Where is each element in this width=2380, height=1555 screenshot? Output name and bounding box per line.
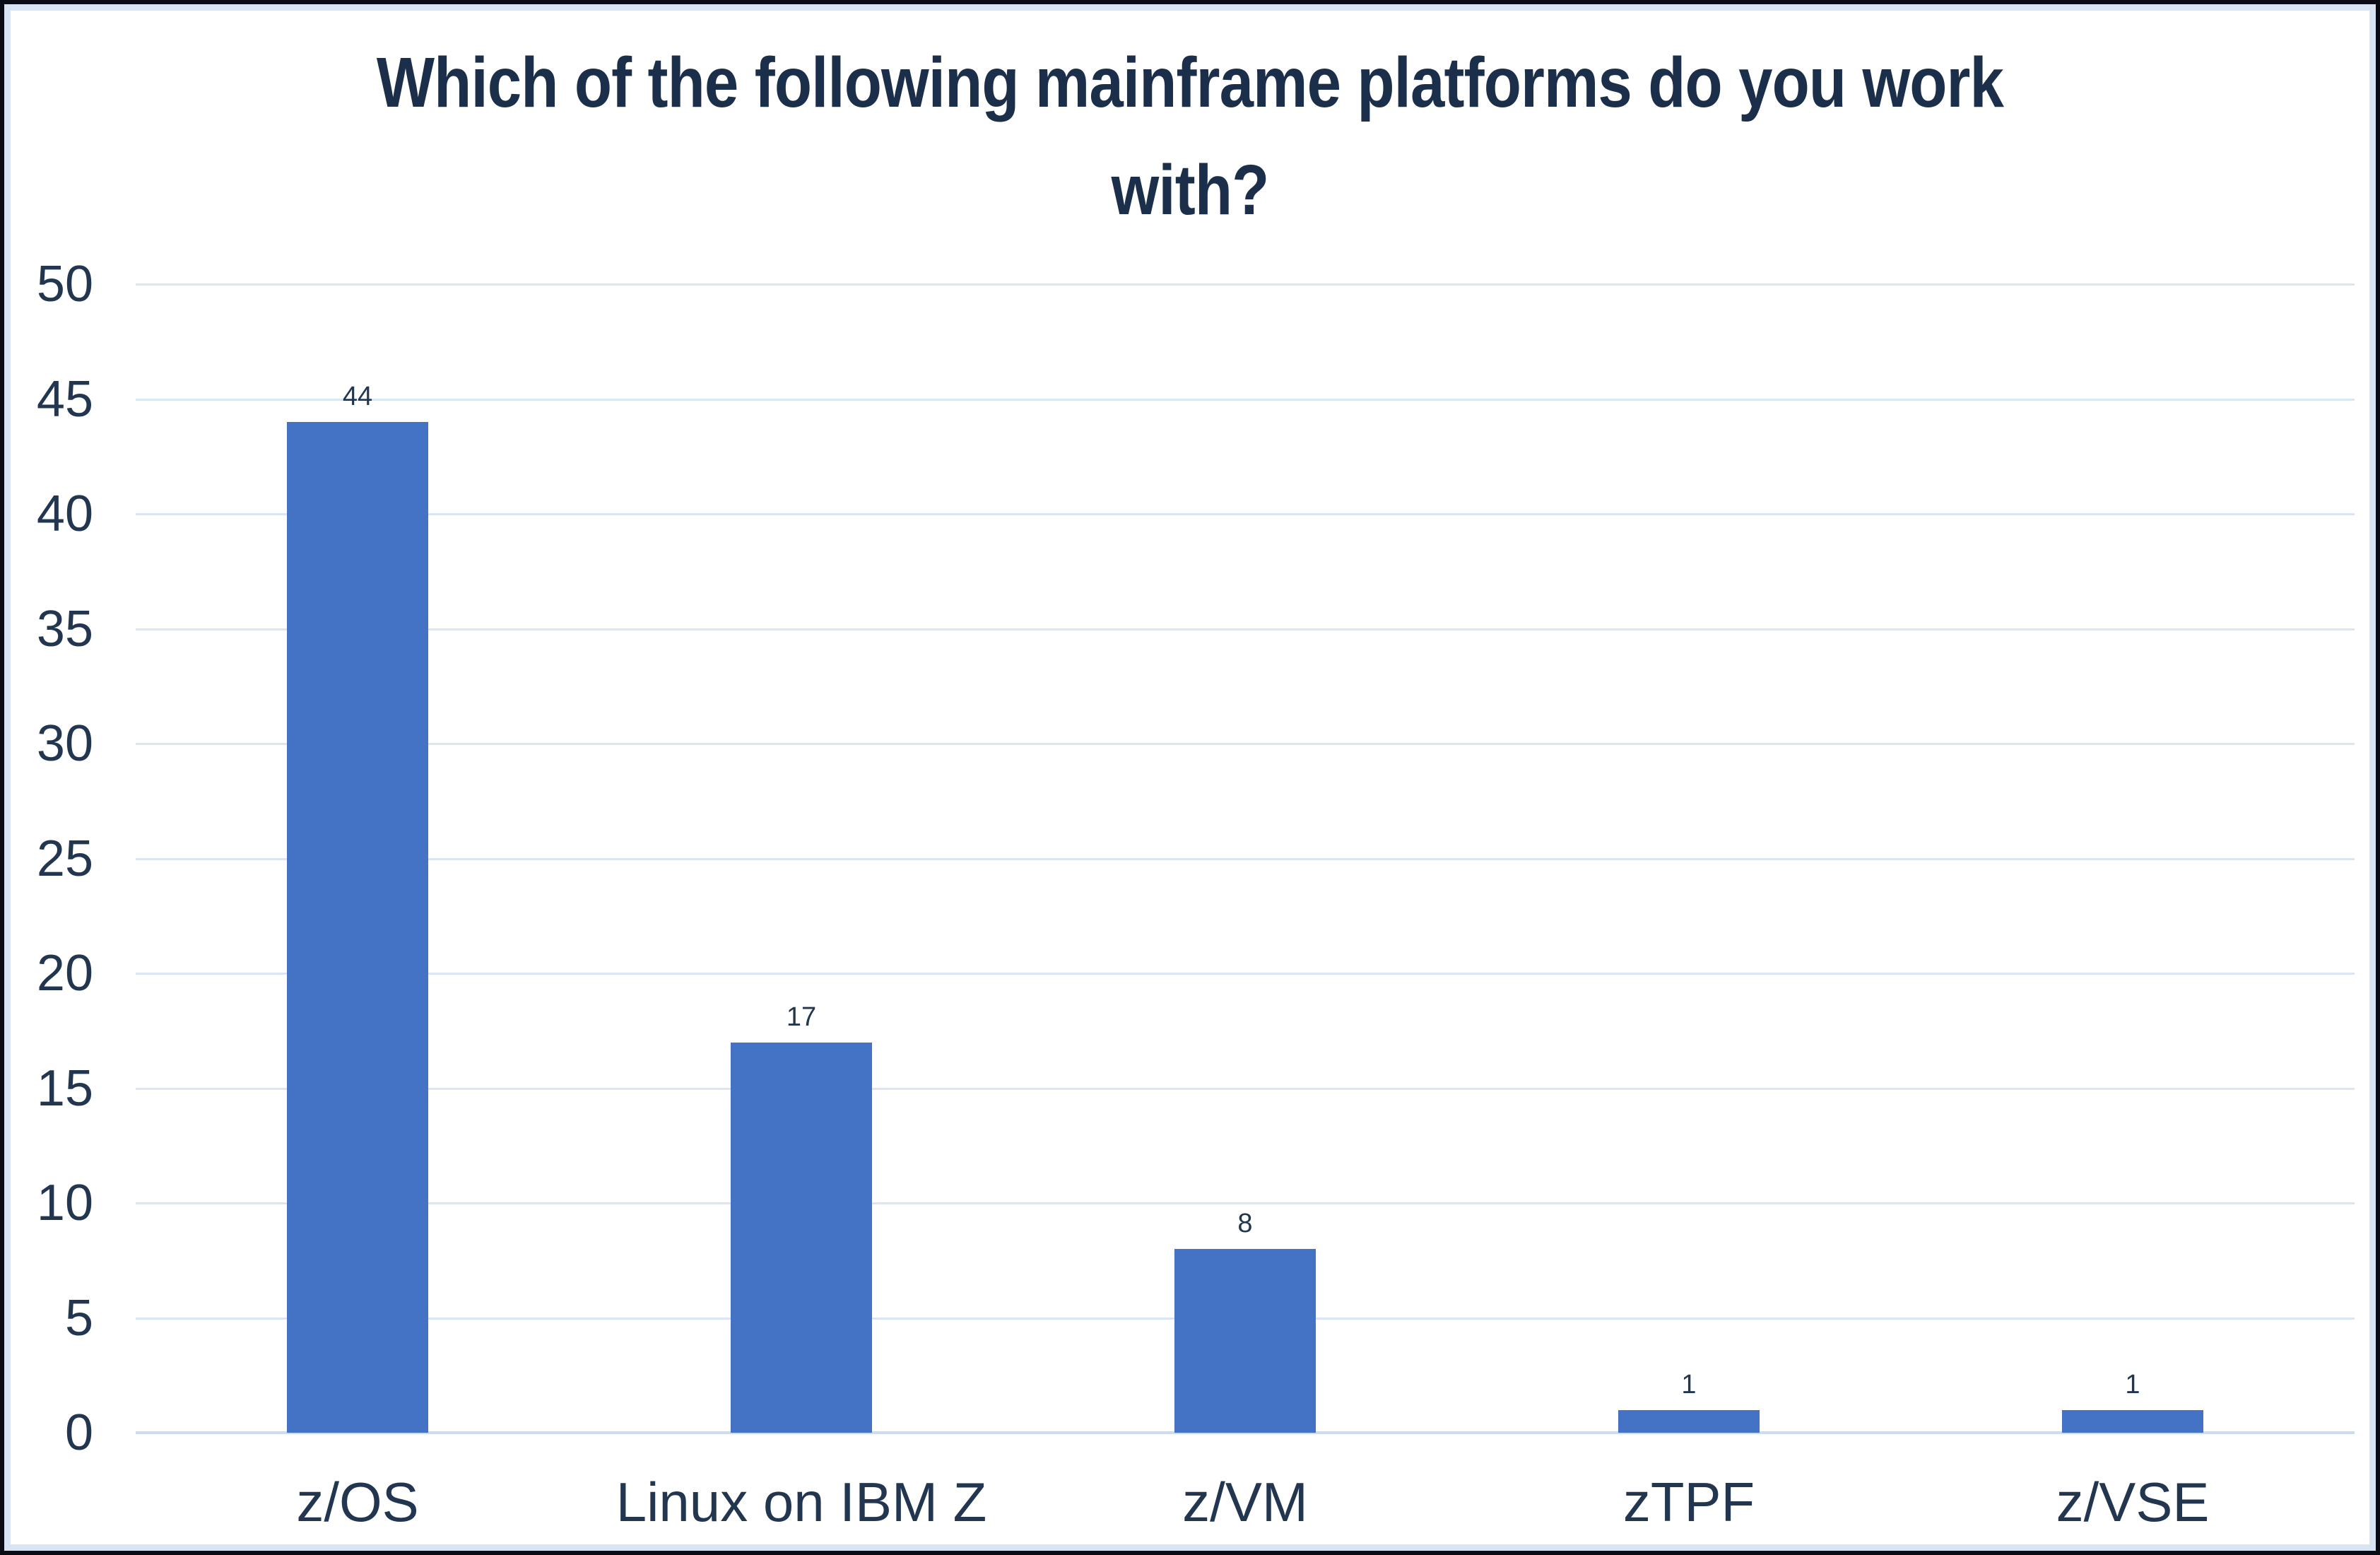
- bar-Linux on IBM Z: [731, 1042, 872, 1433]
- chart-title-line-1: Which of the following mainframe platfor…: [376, 43, 2004, 122]
- bar-z/OS: [287, 422, 428, 1433]
- bar-z/VSE: [2062, 1409, 2203, 1433]
- gridline-y-45: [136, 398, 2355, 401]
- bar-slot-z/VSE: 1: [1911, 284, 2355, 1433]
- gridline-y-20: [136, 973, 2355, 975]
- y-tick-label-0: 0: [64, 1404, 93, 1461]
- x-category-label-z/VM: z/VM: [1182, 1471, 1308, 1533]
- x-category-label-zTPF: zTPF: [1622, 1471, 1755, 1533]
- y-tick-label-35: 35: [36, 600, 93, 657]
- gridline-y-40: [136, 513, 2355, 515]
- chart-inner-border: Which of the following mainframe platfor…: [4, 4, 2376, 1551]
- bar-value-label-z/OS: 44: [342, 382, 373, 411]
- x-category-label-z/VSE: z/VSE: [2056, 1471, 2210, 1533]
- bar-value-label-z/VM: 8: [1237, 1209, 1253, 1238]
- x-category-label-Linux on IBM Z: Linux on IBM Z: [615, 1471, 987, 1533]
- y-tick-label-15: 15: [36, 1060, 93, 1117]
- bar-slot-z/VM: 8: [1023, 284, 1467, 1433]
- bar-slot-zTPF: 1: [1467, 284, 1911, 1433]
- bar-value-label-zTPF: 1: [1681, 1369, 1697, 1400]
- x-axis-category-labels: z/OS Linux on IBM Z z/VM zTPF z/VSE: [136, 1463, 2355, 1548]
- y-tick-label-40: 40: [36, 486, 93, 542]
- bar-slot-Linux on IBM Z: 17: [579, 284, 1023, 1433]
- bar-series: 44 17 8 1 1: [136, 284, 2355, 1433]
- chart-title-line-2: with?: [1111, 151, 1270, 230]
- bar-z/VM: [1174, 1249, 1316, 1433]
- bar-value-label-z/VSE: 1: [2125, 1369, 2140, 1400]
- bar-value-label-Linux on IBM Z: 17: [786, 1002, 817, 1032]
- y-tick-label-20: 20: [36, 945, 93, 1002]
- gridline-y-15: [136, 1087, 2355, 1090]
- x-category-label-z/OS: z/OS: [296, 1471, 419, 1533]
- y-tick-label-45: 45: [36, 370, 93, 428]
- bar-zTPF: [1618, 1409, 1760, 1433]
- bar-slot-z/OS: 44: [136, 284, 579, 1433]
- gridline-y-50: [136, 283, 2355, 286]
- y-tick-label-50: 50: [36, 256, 93, 312]
- y-tick-label-10: 10: [36, 1175, 93, 1231]
- chart-title: Which of the following mainframe platfor…: [11, 29, 2369, 244]
- gridline-y-30: [136, 743, 2355, 745]
- plot-area: 0 5 10 15 20 25 30 35 40 45 50 44 17 8 1 1: [37, 259, 2355, 1458]
- gridline-y-35: [136, 628, 2355, 630]
- y-tick-label-25: 25: [36, 830, 93, 887]
- gridline-y-25: [136, 857, 2355, 860]
- y-tick-label-30: 30: [36, 715, 93, 772]
- x-axis-baseline: [136, 1431, 2355, 1434]
- gridline-y-10: [136, 1202, 2355, 1204]
- y-tick-label-5: 5: [64, 1289, 93, 1346]
